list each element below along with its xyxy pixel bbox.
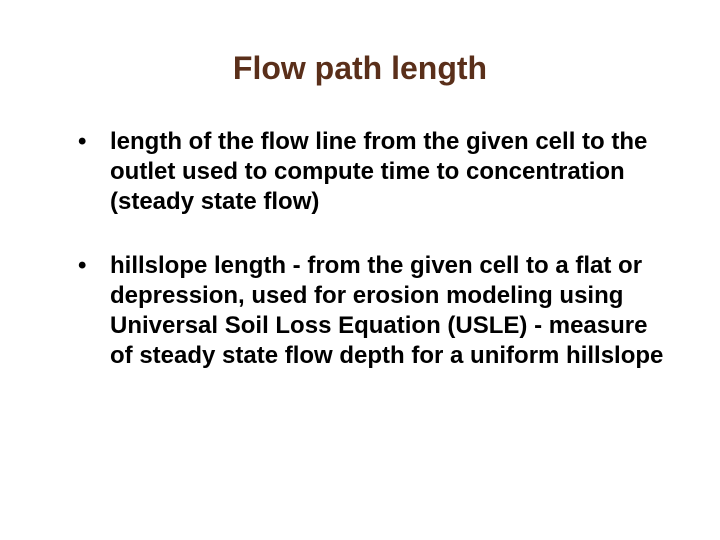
slide-title: Flow path length xyxy=(50,50,670,87)
bullet-text: length of the flow line from the given c… xyxy=(110,128,647,215)
bullet-list: length of the flow line from the given c… xyxy=(50,127,670,371)
list-item: hillslope length - from the given cell t… xyxy=(78,251,670,371)
bullet-text: hillslope length - from the given cell t… xyxy=(110,252,663,369)
list-item: length of the flow line from the given c… xyxy=(78,127,670,217)
